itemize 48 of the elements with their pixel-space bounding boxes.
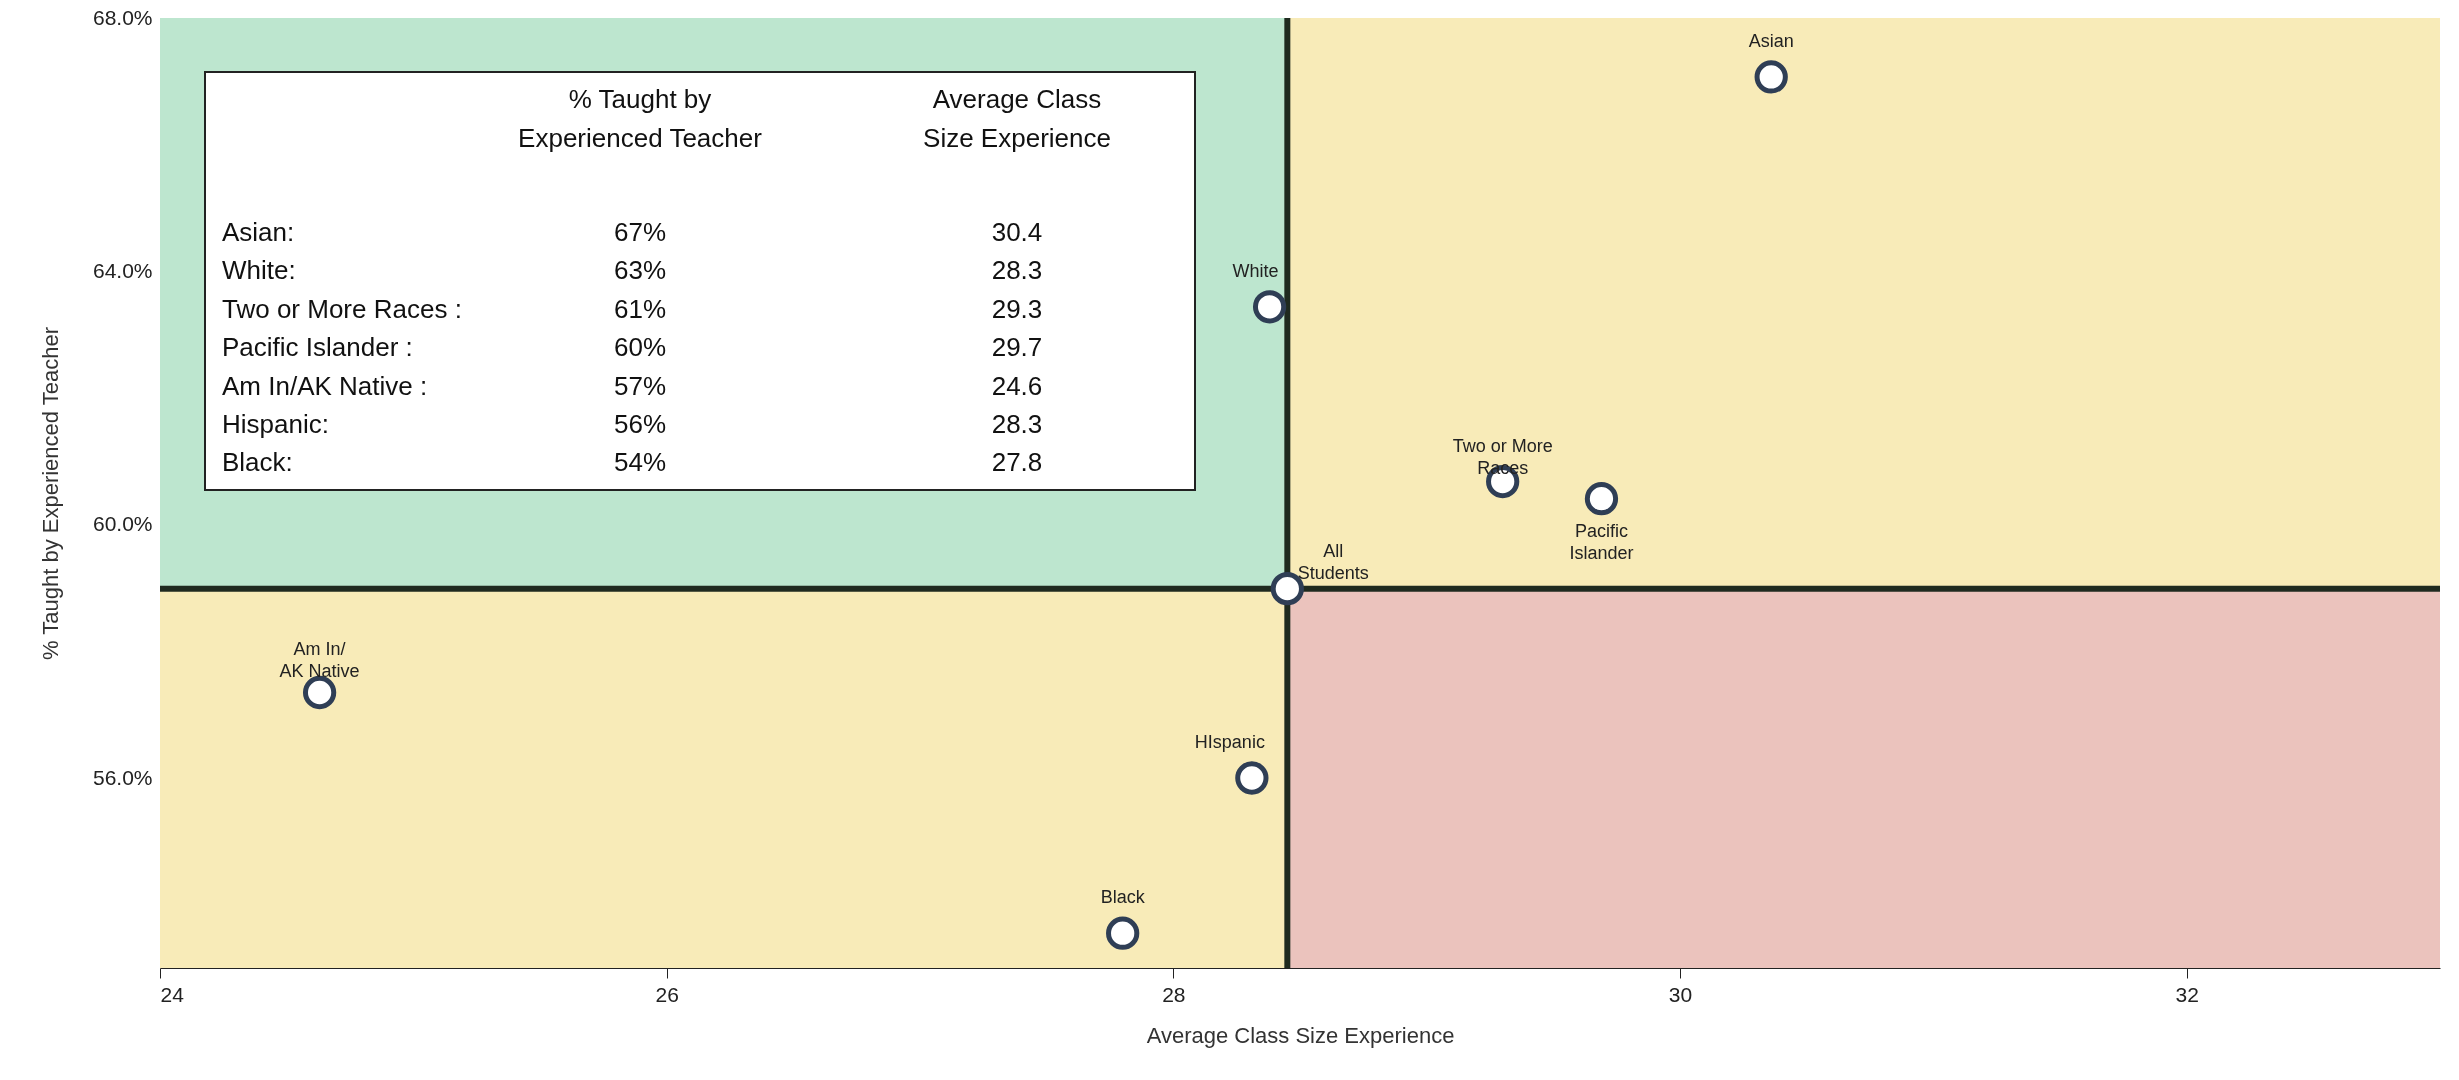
annotation: Black [1100, 887, 1146, 908]
point [1235, 761, 1269, 795]
annotation: All Students [1297, 540, 1369, 583]
point [302, 675, 337, 710]
x-tick-label: 26 [655, 982, 679, 1006]
point [1584, 482, 1619, 516]
annotation: Two or More Races [1452, 435, 1553, 478]
annotation: Asian: [222, 217, 295, 247]
point [1754, 60, 1788, 94]
annotation: Pacific Islander [1569, 520, 1634, 563]
x-axis-title: Average Class Size Experience [1146, 1022, 1455, 1048]
annotation: % Taught by Experienced Teacher [518, 84, 763, 153]
annotation: 30.4 [991, 217, 1043, 247]
annotation: White: [222, 255, 296, 286]
x-tick-label: 30 [1668, 982, 1693, 1006]
annotation: 56% [613, 409, 667, 439]
annotation: 28.3 [991, 255, 1043, 286]
annotation: Am In/ AK Native [279, 638, 360, 681]
x-tick-label: 28 [1162, 982, 1186, 1006]
annotation: Two or More Races : [222, 293, 462, 324]
annotation: 57% [613, 370, 667, 401]
annotation: Pacific Islander : [222, 332, 413, 363]
annotation: Asian [1748, 30, 1794, 51]
annotation: White [1232, 260, 1279, 281]
annotation: Black: [222, 447, 293, 478]
annotation: 29.7 [991, 332, 1043, 363]
y-tick-label: 68.0% [92, 5, 153, 29]
y-axis-title: % Taught by Experienced Teacher [37, 326, 63, 661]
annotation: 61% [613, 293, 667, 324]
annotation: Hispanic: [222, 409, 329, 439]
x-tick-label: 24 [160, 982, 185, 1006]
annotation: 54% [613, 447, 667, 478]
annotation: 24.6 [991, 370, 1043, 401]
point [1252, 290, 1287, 324]
annotation: 28.3 [991, 409, 1043, 439]
annotation: Am In/AK Native : [222, 370, 428, 401]
point [1106, 916, 1140, 950]
y-tick-label: 60.0% [92, 512, 153, 536]
annotation: 29.3 [991, 293, 1043, 324]
annotation: 60% [613, 332, 667, 363]
annotation: Average Class Size Experience [923, 84, 1111, 153]
annotation: HIspanic [1194, 732, 1265, 752]
annotation: 27.8 [991, 447, 1043, 478]
y-tick-label: 56.0% [92, 765, 153, 789]
y-tick-label: 64.0% [92, 258, 153, 282]
x-tick-label: 32 [2175, 982, 2199, 1006]
annotation: 63% [613, 255, 667, 286]
annotation: 67% [613, 217, 667, 247]
